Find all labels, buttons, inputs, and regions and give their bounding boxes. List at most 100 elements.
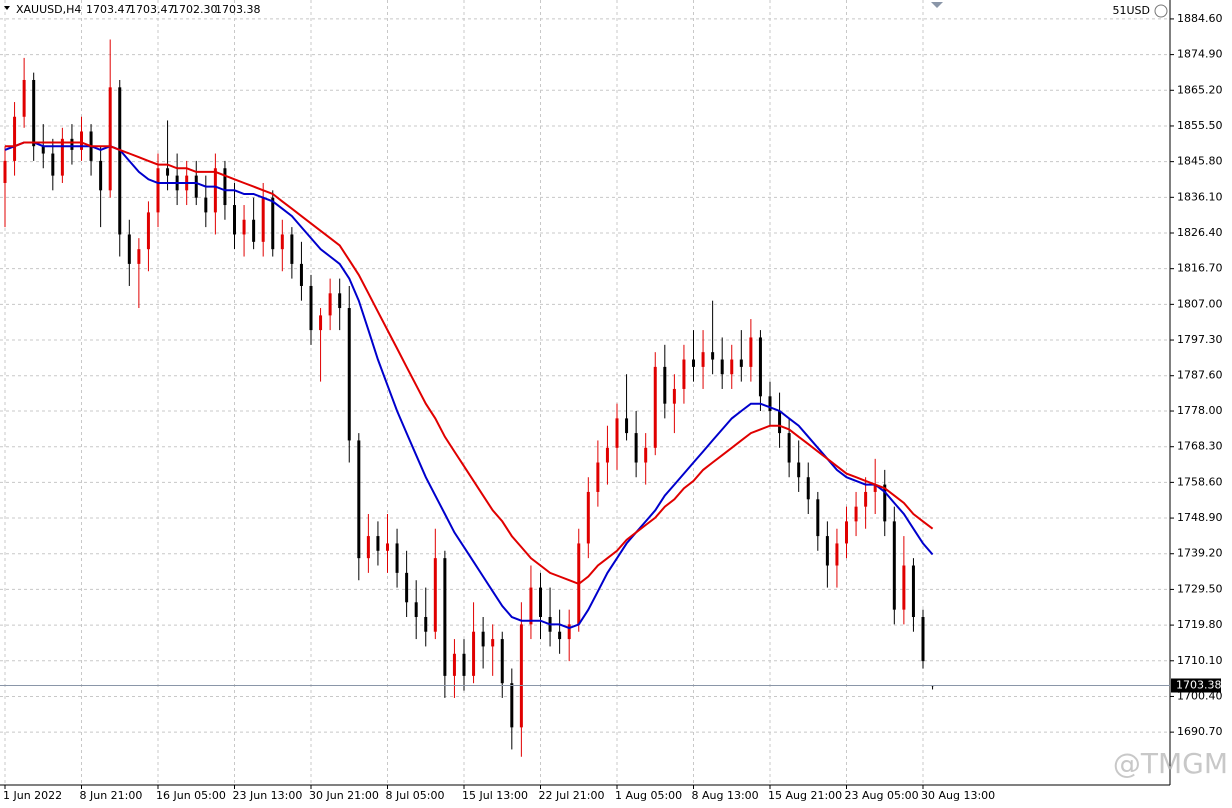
y-tick-label: 1797.30	[1177, 333, 1223, 346]
candle-body	[663, 366, 667, 404]
x-tick-label: 23 Aug 05:00	[845, 789, 919, 802]
y-tick-label: 1710.10	[1177, 654, 1223, 667]
candle-body	[433, 558, 437, 632]
y-tick-label: 1758.60	[1177, 475, 1223, 488]
candle-body	[271, 197, 275, 250]
candle-body	[309, 285, 313, 331]
x-tick-label: 16 Jun 05:00	[156, 789, 226, 802]
candle-body	[911, 565, 915, 618]
candle-body	[32, 79, 36, 147]
candle-body	[366, 536, 370, 559]
candle-body	[70, 138, 74, 150]
candle-body	[720, 359, 724, 375]
candle-body	[213, 168, 217, 213]
x-tick-label: 30 Aug 13:00	[921, 789, 995, 802]
candle-body	[883, 484, 887, 522]
candle-body	[386, 543, 389, 551]
candle-body	[510, 683, 514, 728]
last-price-label: 1703.38	[1176, 678, 1222, 691]
y-tick-label: 1768.30	[1177, 440, 1223, 453]
candle-body	[233, 205, 236, 235]
candle-body	[816, 499, 820, 537]
candle-body	[472, 631, 476, 676]
candle-body	[414, 602, 418, 618]
candle-body	[137, 249, 141, 264]
y-tick-label: 1816.70	[1177, 262, 1223, 275]
candle-body	[347, 308, 351, 441]
candle-body	[242, 219, 246, 235]
candle-body	[835, 543, 839, 566]
y-tick-label: 1874.90	[1177, 48, 1223, 61]
candle-body	[539, 587, 542, 618]
candle-body	[873, 484, 877, 492]
candle-body	[41, 146, 45, 154]
candle-body	[586, 491, 590, 544]
header-open: 1703.47	[86, 3, 132, 16]
x-tick-label: 8 Aug 13:00	[692, 789, 759, 802]
candle-body	[146, 212, 150, 250]
candle-body	[166, 168, 170, 176]
candle-body	[778, 411, 782, 434]
candle-body	[605, 447, 609, 463]
candle-body	[290, 234, 294, 264]
candle-body	[13, 116, 17, 161]
x-tick-label: 22 Jul 21:00	[539, 789, 605, 802]
header-high: 1703.47	[129, 3, 175, 16]
candle-body	[118, 87, 122, 235]
candle-body	[854, 506, 858, 522]
candle-body	[204, 197, 208, 213]
candle-body	[701, 352, 705, 367]
candle-body	[758, 337, 762, 397]
candle-body	[634, 433, 638, 463]
candle-body	[845, 521, 848, 544]
candle-body	[768, 396, 772, 412]
candle-body	[405, 572, 409, 603]
y-tick-label: 1826.40	[1177, 226, 1223, 239]
moving-average	[5, 141, 934, 586]
x-tick-label: 23 Jun 13:00	[233, 789, 303, 802]
candle-body	[558, 631, 562, 640]
y-tick-label: 1787.60	[1177, 369, 1223, 382]
candle-body	[156, 168, 160, 213]
candle-body	[395, 543, 399, 573]
candle-body	[682, 359, 686, 389]
candle-body	[328, 293, 332, 316]
candle-body	[252, 219, 256, 242]
candle-body	[357, 440, 361, 559]
x-tick-label: 15 Aug 21:00	[768, 789, 842, 802]
y-tick-label: 1748.90	[1177, 511, 1223, 524]
candle-body	[22, 79, 26, 117]
candle-body	[319, 315, 323, 331]
candle-body	[596, 462, 600, 492]
watermark: @TMGM	[1113, 747, 1228, 780]
y-tick-label: 1729.50	[1177, 582, 1223, 595]
y-tick-label: 1739.20	[1177, 547, 1223, 560]
y-tick-label: 1807.00	[1177, 297, 1223, 310]
candle-body	[108, 87, 112, 191]
x-tick-label: 8 Jun 21:00	[80, 789, 143, 802]
candle-body	[644, 447, 648, 463]
header-close: 1703.38	[215, 3, 261, 16]
y-tick-label: 1690.70	[1177, 725, 1223, 738]
x-tick-label: 15 Jul 13:00	[462, 789, 528, 802]
header-low: 1702.30	[172, 3, 218, 16]
candle-body	[806, 477, 810, 500]
candle-body	[519, 624, 523, 728]
last-price-box	[1171, 678, 1221, 693]
candle-body	[672, 388, 676, 404]
candle-body	[615, 418, 619, 448]
y-tick-label: 1845.80	[1177, 155, 1223, 168]
candle-body	[194, 175, 198, 198]
menu-arrow[interactable]	[4, 6, 10, 10]
close-button[interactable]	[1154, 4, 1168, 18]
candle-body	[902, 565, 906, 610]
candle-body	[127, 234, 131, 264]
candle-body	[280, 234, 284, 250]
candle-body	[223, 168, 227, 206]
candle-body	[491, 639, 495, 647]
candle-body	[443, 558, 447, 676]
y-tick-label: 1719.80	[1177, 618, 1223, 631]
candle-body	[692, 359, 695, 367]
candle-body	[921, 617, 925, 662]
